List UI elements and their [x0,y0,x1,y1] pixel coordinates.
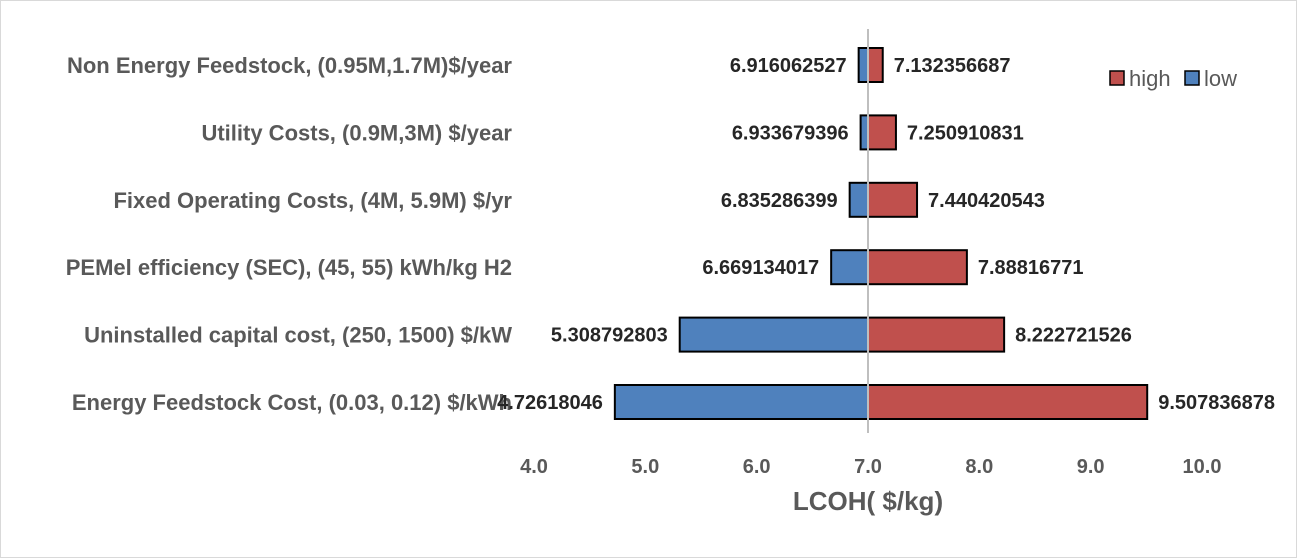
bar-low [848,181,869,218]
data-label-low: 6.669134017 [702,257,819,279]
data-label-low: 6.933679396 [732,122,849,144]
bar-high [867,114,897,151]
data-label-high: 9.507836878 [1158,392,1275,414]
data-label-low: 6.916062527 [730,55,847,77]
x-tick-label: 4.0 [520,456,548,478]
x-tick-label: 5.0 [631,456,659,478]
data-label-high: 7.88816771 [978,257,1084,279]
x-tick-label: 8.0 [965,456,993,478]
category-label: Utility Costs, (0.9M,3M) $/year [201,120,512,145]
bar-low [613,384,869,420]
data-label-high: 8.222721526 [1015,325,1132,347]
legend: high low [1109,66,1237,91]
data-label-low: 6.835286399 [721,190,838,212]
bar-high [867,316,1006,353]
bar-low [678,316,870,353]
bar-high [867,384,1149,420]
x-tick-label: 10.0 [1183,456,1222,478]
bar-low [830,249,869,286]
bar-high [867,47,884,83]
category-label: Fixed Operating Costs, (4M, 5.9M) $/yr [113,188,512,213]
category-label: Uninstalled capital cost, (250, 1500) $/… [84,323,512,348]
category-label: Energy Feedstock Cost, (0.03, 0.12) $/kW… [72,390,512,415]
legend-label-low: low [1204,66,1237,91]
data-label-high: 7.132356687 [894,55,1011,77]
x-tick-label: 7.0 [854,456,882,478]
x-tick-label: 9.0 [1077,456,1105,478]
data-label-low: 5.308792803 [551,325,668,347]
category-label: PEMel efficiency (SEC), (45, 55) kWh/kg … [66,255,512,280]
legend-swatch-low [1184,70,1200,86]
data-label-low: 4.72618046 [497,392,603,414]
x-tick-label: 6.0 [743,456,771,478]
category-label: Non Energy Feedstock, (0.95M,1.7M)$/year [67,53,512,78]
legend-label-high: high [1129,66,1171,91]
x-axis-title: LCOH( $/kg) [793,486,943,516]
bar-low [857,47,870,83]
bar-low [859,114,870,151]
data-label-high: 7.440420543 [928,190,1045,212]
legend-swatch-high [1109,70,1125,86]
data-label-high: 7.250910831 [907,122,1024,144]
bar-high [867,249,968,286]
bar-high [867,181,919,218]
